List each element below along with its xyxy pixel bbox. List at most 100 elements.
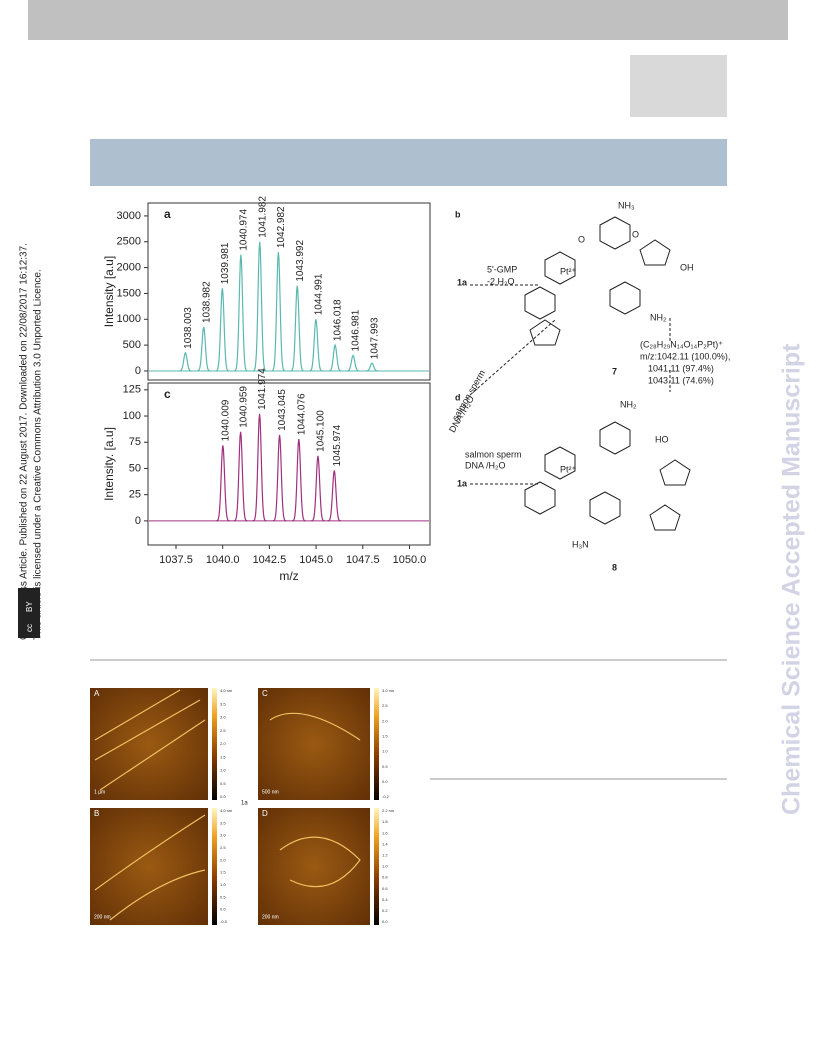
colorbar-label: 1.0 <box>220 768 226 773</box>
scheme-label: OH <box>680 262 694 272</box>
colorbar-label: 3.5 <box>220 701 226 706</box>
x-tick-label: 1042.5 <box>253 554 287 566</box>
peak-label: 1045.100 <box>316 410 327 452</box>
peak-label: 1043.992 <box>295 240 306 282</box>
peak-label: 1038.003 <box>183 307 194 349</box>
scheme-label: NH₃ <box>618 200 635 210</box>
colorbar-label: 4.0 nm <box>220 808 233 813</box>
colorbar-label: 1.2 <box>382 852 388 857</box>
colorbar-label: 2.0 <box>220 741 226 746</box>
colorbar-label: 3.5 <box>220 820 226 825</box>
scale-bar-label: 200 nm <box>94 914 111 920</box>
colorbar-label: 4.0 nm <box>220 688 233 693</box>
panel-letter: a <box>164 207 171 221</box>
spectrum-peak <box>346 354 360 372</box>
y-tick-label: 100 <box>123 410 141 422</box>
colorbar-label: 0.5 <box>220 781 226 786</box>
peak-label: 1042.982 <box>276 206 287 248</box>
scheme-label: m/z:1042.11 (100.0%), <box>640 351 730 361</box>
scheme-label: -2 H₂O <box>487 276 515 286</box>
colorbar-label: 0.0 <box>382 919 388 924</box>
colorbar-label: 2.5 <box>220 845 226 850</box>
colorbar-label: 2.2 nm <box>382 808 395 813</box>
colorbar-label: 1.0 <box>382 749 388 754</box>
y-tick-label: 25 <box>129 489 141 501</box>
colorbar-label: 3.0 nm <box>382 688 395 693</box>
y-tick-label: 125 <box>123 384 141 396</box>
colorbar-label: 2.0 <box>382 718 388 723</box>
peak-label: 1039.981 <box>220 242 231 284</box>
peak-label: 1044.991 <box>314 273 325 315</box>
colorbar-label: 1.8 <box>382 819 388 824</box>
y-axis-label: Intensity. [a.u] <box>102 427 116 501</box>
middle-label: 1a <box>241 801 248 807</box>
colorbar-label: 1.0 <box>382 864 388 869</box>
colorbar-label: 0.5 <box>382 764 388 769</box>
peak-label: 1041.982 <box>257 196 268 238</box>
scheme-label: O <box>578 234 585 244</box>
colorbar-label: 1.0 <box>220 882 226 887</box>
plot-frame <box>147 202 431 381</box>
scheme-label: b <box>455 209 461 219</box>
y-tick-label: 0 <box>135 515 141 527</box>
spectrum-peak <box>252 413 267 522</box>
colorbar-label: 2.5 <box>382 703 388 708</box>
x-tick-label: 1047.5 <box>346 554 380 566</box>
x-tick-label: 1037.5 <box>159 554 193 566</box>
sidebar-text: Open Access Article. Published on 22 Aug… <box>19 243 30 640</box>
spectrum-peak <box>196 326 211 372</box>
panel-letter: B <box>94 809 99 818</box>
spectrum-peak <box>309 319 323 372</box>
scheme-label: O <box>632 229 639 239</box>
colorbar-label: 1.5 <box>220 754 226 759</box>
scheme-label: NH₂ <box>620 399 637 409</box>
colorbar-label: 2.0 <box>220 857 226 862</box>
scale-bar-label: 200 nm <box>262 914 279 920</box>
x-tick-label: 1045.0 <box>299 554 333 566</box>
peak-label: 1045.974 <box>332 424 343 466</box>
scheme-label: DNA /H₂O <box>465 460 506 470</box>
scheme-label: 7 <box>612 366 617 376</box>
spectrum-peak <box>215 288 230 372</box>
y-tick-label: 500 <box>123 339 141 351</box>
scheme-label: 1041.11 (97.4%) <box>648 363 714 373</box>
colorbar-label: 1.4 <box>382 841 388 846</box>
scheme-label: HO <box>655 434 669 444</box>
spectrum-peak <box>327 470 342 522</box>
y-tick-label: 3000 <box>117 210 141 222</box>
spectrum-peak <box>234 254 248 372</box>
peak-label: 1046.018 <box>333 299 344 341</box>
y-axis-label: Intensity [a.u] <box>102 256 116 327</box>
colorbar-label: 0.8 <box>382 875 388 880</box>
sidebar-text: This article is licensed under a Creativ… <box>33 269 44 640</box>
colorbar-label: 0.5 <box>220 894 226 899</box>
scheme-label: (C₂₈H₂₉N₁₄O₁₄P₂Pt)⁺ <box>640 339 723 349</box>
logo-box <box>630 55 727 117</box>
scheme-label: 8 <box>612 562 617 572</box>
y-tick-label: 75 <box>129 436 141 448</box>
colorbar-label: 1.5 <box>220 870 226 875</box>
scheme-label: 1a <box>457 277 468 287</box>
watermark: Chemical Science Accepted Manuscript <box>778 343 806 815</box>
scheme-label: d <box>455 392 461 402</box>
scheme-label: Pt²⁺ <box>560 266 577 276</box>
peak-label: 1038.982 <box>201 281 212 323</box>
spectrum-peak <box>272 434 287 522</box>
y-tick-label: 1500 <box>117 287 141 299</box>
x-tick-label: 1050.0 <box>393 554 427 566</box>
scale-bar-label: 1 µm <box>94 789 105 795</box>
afm-layout <box>90 688 379 925</box>
colorbar-label: 1.6 <box>382 830 388 835</box>
panel-letter: c <box>164 387 171 401</box>
scheme-label: NH₂ <box>650 312 667 322</box>
spectrum-peak <box>365 362 379 372</box>
colorbar-label: 0.0 <box>220 794 226 799</box>
colorbar-label: 0.0 <box>382 779 388 784</box>
scheme-label: H₃N <box>572 539 589 549</box>
peak-label: 1041.974 <box>257 368 268 410</box>
y-tick-label: 2500 <box>117 236 141 248</box>
panel-letter: C <box>262 689 268 698</box>
panel-letter: A <box>94 689 100 698</box>
x-tick-label: 1040.0 <box>206 554 240 566</box>
